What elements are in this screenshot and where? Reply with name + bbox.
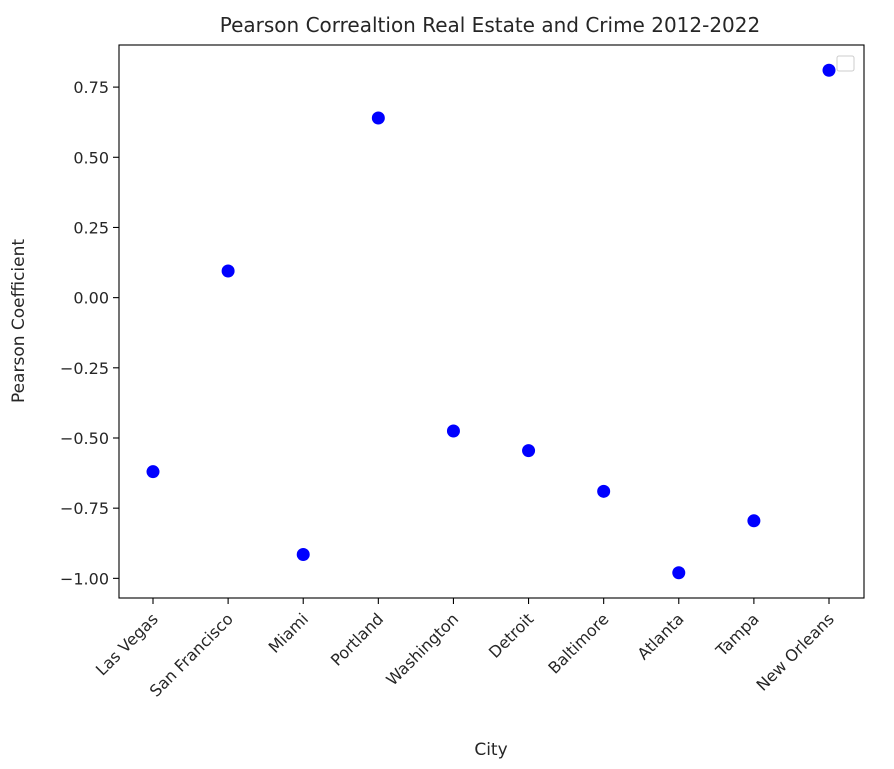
data-point <box>822 63 836 77</box>
data-point <box>296 547 310 561</box>
x-axis-label: City <box>474 740 507 760</box>
data-point <box>672 566 686 580</box>
plot-frame <box>118 44 865 599</box>
legend <box>836 55 855 72</box>
x-tick-label: Baltimore <box>544 609 612 677</box>
data-points <box>146 63 836 580</box>
x-tick-label: Washington <box>382 609 462 689</box>
y-tick-label: 0.75 <box>73 78 109 97</box>
data-point <box>446 424 460 438</box>
y-tick-label: 0.00 <box>73 289 109 308</box>
y-tick-label: 0.50 <box>73 148 109 167</box>
plot-area <box>118 44 865 599</box>
y-tick-label: −0.50 <box>60 429 109 448</box>
data-point <box>221 264 235 278</box>
x-tick-label: Atlanta <box>634 609 688 663</box>
x-tick-label: Miami <box>265 609 312 656</box>
y-axis: −1.00 −0.75 −0.50 −0.25 0.00 0.25 0.50 0.75 <box>60 78 119 588</box>
y-axis-label: Pearson Coefficient <box>9 239 29 403</box>
x-tick-label: Detroit <box>485 609 537 661</box>
y-tick-label: 0.25 <box>73 218 109 237</box>
x-tick-label: Portland <box>327 609 387 669</box>
y-tick-label: −0.25 <box>60 359 109 378</box>
x-tick-label: Tampa <box>711 609 762 660</box>
data-point <box>597 484 611 498</box>
x-tick-label: Las Vegas <box>92 609 162 679</box>
y-tick-label: −1.00 <box>60 569 109 588</box>
data-point <box>371 111 385 125</box>
y-tick-label: −0.75 <box>60 499 109 518</box>
data-point <box>747 514 761 528</box>
data-point <box>522 444 536 458</box>
x-tick-label: New Orleans <box>752 609 837 694</box>
data-point <box>146 465 160 479</box>
chart-title: Pearson Correaltion Real Estate and Crim… <box>220 13 760 37</box>
legend-box <box>836 55 855 72</box>
